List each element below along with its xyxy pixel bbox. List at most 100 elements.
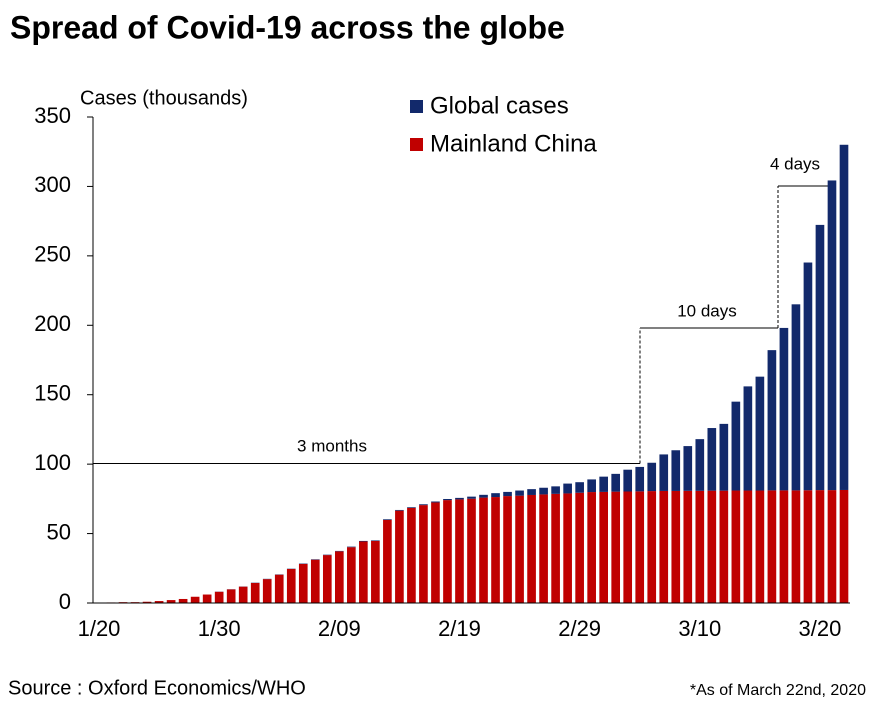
bar-segment <box>443 498 452 501</box>
bar-segment <box>623 469 633 492</box>
bar-segment <box>779 490 789 603</box>
bar-segment <box>407 507 416 508</box>
bar-segment <box>395 510 404 603</box>
bar-segment <box>443 500 452 603</box>
x-tick-label: 1/30 <box>198 616 241 641</box>
bar-segment <box>635 466 645 492</box>
bar-segment <box>178 598 188 603</box>
bar-segment <box>767 350 777 491</box>
bar-segment <box>611 491 621 603</box>
bar-segment <box>226 589 236 603</box>
y-tick-label: 250 <box>34 242 71 267</box>
bar-segment <box>383 519 392 603</box>
bar-segment <box>479 494 488 498</box>
bar-segment <box>310 559 320 603</box>
bar-segment <box>707 428 717 491</box>
bar-segment <box>467 498 476 603</box>
bar-segment <box>527 494 536 603</box>
bar-segment <box>815 490 825 603</box>
bar-segment <box>599 491 609 603</box>
bar-segment <box>731 401 741 491</box>
bar-segment <box>250 583 260 603</box>
bar-segment <box>611 473 621 492</box>
legend-label: Global cases <box>430 92 569 119</box>
bar-segment <box>551 493 560 603</box>
bar-segment <box>599 476 609 492</box>
bar-segment <box>575 482 584 493</box>
bar-segment <box>563 493 572 603</box>
bar-segment <box>671 490 681 603</box>
bar-segment <box>431 501 440 503</box>
bar-segment <box>142 601 152 603</box>
y-axis-title: Cases (thousands) <box>80 87 248 109</box>
bar-segment <box>467 496 476 499</box>
bar-segment <box>815 224 825 491</box>
bar-segment <box>791 304 801 491</box>
bar-segment <box>383 519 392 520</box>
bar-segment <box>214 591 224 603</box>
bar-segment <box>298 563 308 603</box>
bar-segment <box>190 596 200 603</box>
annotation: 10 days <box>677 301 737 320</box>
bar-segment <box>683 446 693 491</box>
x-tick-label: 2/19 <box>438 616 481 641</box>
y-tick-label: 100 <box>34 450 71 475</box>
annotation-lines <box>93 185 830 464</box>
bar-segment <box>154 601 164 603</box>
bar-segment <box>166 600 176 603</box>
y-tick-label: 200 <box>34 311 71 336</box>
bar-segment <box>827 490 837 603</box>
bar-segment <box>262 579 272 603</box>
bar-segment <box>671 450 681 491</box>
bar-segment <box>623 491 633 603</box>
bar-segment <box>322 555 332 603</box>
bar-segment <box>527 489 536 495</box>
bar-segment <box>515 495 524 603</box>
bar-segment <box>395 509 404 511</box>
bar-segment <box>695 439 705 491</box>
bar-segment <box>683 490 693 603</box>
bar-segment <box>647 462 657 492</box>
bar-segment <box>695 490 705 603</box>
x-tick-label: 2/29 <box>558 616 601 641</box>
bar-segment <box>286 568 296 603</box>
y-tick-label: 300 <box>34 172 71 197</box>
bar-segment <box>731 490 741 603</box>
x-tick-label: 1/20 <box>78 616 121 641</box>
bar-segment <box>743 490 753 603</box>
bar-segment <box>503 496 512 603</box>
bar-segment <box>371 540 380 603</box>
bar-segment <box>515 490 524 496</box>
y-tick-label: 350 <box>34 103 71 128</box>
bar-segment <box>647 491 657 603</box>
y-tick-label: 0 <box>59 589 71 614</box>
bar-segment <box>359 541 368 603</box>
bar-segment <box>407 507 416 603</box>
bar-segment <box>359 540 368 542</box>
bar-segment <box>455 499 464 603</box>
bar-segment <box>202 594 212 603</box>
x-tick-label: 2/09 <box>318 616 361 641</box>
bar-segment <box>659 454 669 491</box>
legend-swatch <box>410 138 423 151</box>
bar-segment <box>431 502 440 603</box>
bar-segment <box>803 262 813 491</box>
y-tick-label: 150 <box>34 381 71 406</box>
bar-segment <box>419 505 428 603</box>
bar-segment <box>491 493 500 498</box>
bar-segment <box>827 180 837 491</box>
bar-segment <box>755 376 765 491</box>
bar-segment <box>587 492 596 603</box>
bar-segment <box>491 497 500 603</box>
bar-segment <box>791 490 801 603</box>
bar-segment <box>539 487 548 495</box>
bar-segment <box>334 551 344 603</box>
bar-segment <box>479 497 488 603</box>
bar-segment <box>779 327 789 491</box>
bar-segment <box>371 540 380 541</box>
bar-segment <box>839 144 849 490</box>
bar-segment <box>659 490 669 603</box>
bar-segment <box>719 490 729 603</box>
legend-swatch <box>410 100 423 113</box>
